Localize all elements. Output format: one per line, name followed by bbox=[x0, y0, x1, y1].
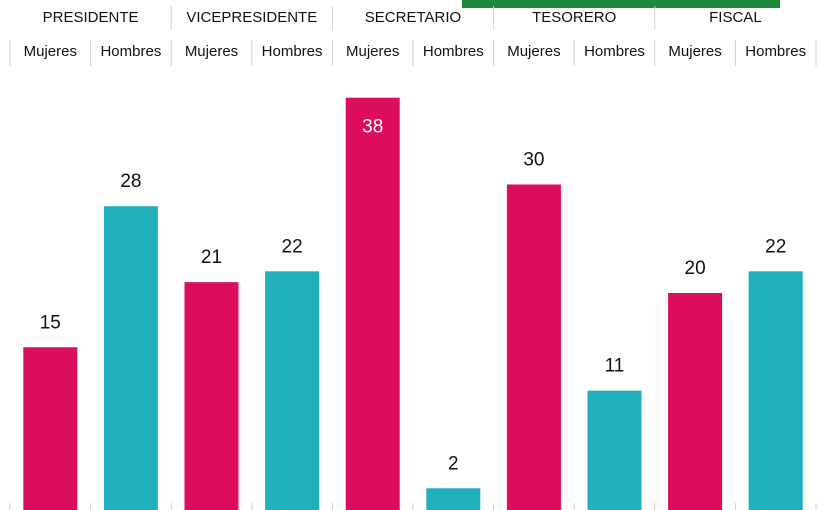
data-label: 22 bbox=[282, 236, 303, 257]
group-label: SECRETARIO bbox=[365, 9, 461, 26]
bar bbox=[345, 97, 400, 510]
sub-label: Hombres bbox=[745, 43, 806, 60]
data-label: 28 bbox=[120, 171, 141, 192]
bar bbox=[23, 347, 78, 510]
bar bbox=[748, 271, 803, 510]
data-label: 2 bbox=[448, 453, 459, 474]
bar bbox=[506, 184, 561, 510]
bar bbox=[184, 282, 239, 510]
data-label: 22 bbox=[765, 236, 786, 257]
sub-label: Hombres bbox=[584, 43, 645, 60]
data-label: 11 bbox=[605, 356, 625, 377]
data-label: 20 bbox=[685, 258, 706, 279]
sub-label: Mujeres bbox=[346, 43, 399, 60]
group-label: PRESIDENTE bbox=[43, 9, 139, 26]
data-label: 30 bbox=[523, 150, 544, 171]
bar bbox=[265, 271, 320, 510]
bar bbox=[103, 206, 158, 510]
sub-label: Hombres bbox=[100, 43, 161, 60]
data-label: 21 bbox=[201, 247, 222, 268]
sub-label: Mujeres bbox=[668, 43, 721, 60]
group-label: FISCAL bbox=[709, 9, 762, 26]
sub-label: Mujeres bbox=[24, 43, 77, 60]
group-label: VICEPRESIDENTE bbox=[186, 9, 317, 26]
bar bbox=[668, 293, 723, 510]
group-label: TESORERO bbox=[532, 9, 616, 26]
sub-label: Mujeres bbox=[507, 43, 560, 60]
sub-label: Hombres bbox=[423, 43, 484, 60]
sub-label: Mujeres bbox=[185, 43, 238, 60]
header-bar bbox=[462, 0, 780, 8]
data-label: 15 bbox=[40, 312, 61, 333]
bar bbox=[426, 488, 481, 510]
bar bbox=[587, 390, 642, 510]
sub-label: Hombres bbox=[262, 43, 323, 60]
data-label: 38 bbox=[362, 117, 383, 138]
